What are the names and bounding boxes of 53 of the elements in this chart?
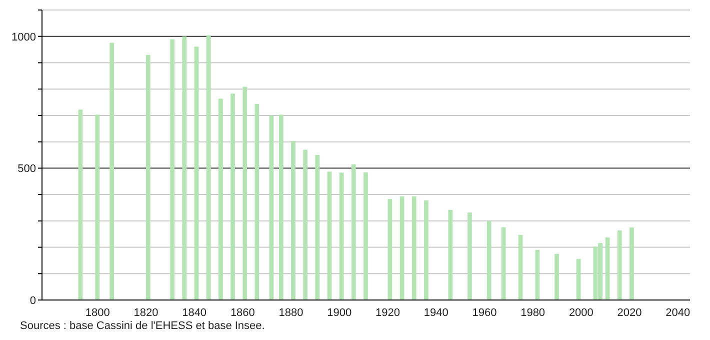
bar: [95, 114, 100, 300]
bar: [110, 42, 114, 300]
x-tick-label: 1840: [182, 306, 207, 319]
bar: [486, 220, 492, 300]
bar: [194, 46, 199, 300]
bar: [605, 238, 610, 300]
x-tick-label: 2040: [666, 306, 690, 319]
bar: [303, 150, 308, 300]
x-tick-label: 1960: [472, 306, 497, 319]
bar: [400, 196, 404, 300]
bar: [535, 250, 540, 300]
bar: [518, 234, 523, 300]
bar: [315, 155, 320, 300]
x-tick-label: 1880: [278, 306, 304, 319]
bar: [554, 254, 559, 300]
bar: [182, 36, 187, 300]
x-tick-label: 1820: [134, 306, 158, 319]
bar: [576, 258, 581, 300]
bar: [501, 227, 506, 300]
bar: [630, 228, 634, 300]
x-tick-label: 1980: [520, 306, 546, 319]
bar: [364, 172, 368, 300]
bar: [291, 141, 296, 300]
bar: [448, 210, 453, 300]
y-tick-label: 0: [30, 294, 36, 307]
bar: [218, 98, 223, 300]
x-tick-label: 1800: [85, 306, 110, 319]
x-tick-label: 1920: [376, 306, 400, 319]
y-tick-label: 1000: [12, 31, 36, 44]
bar: [339, 172, 344, 300]
bar: [424, 200, 428, 300]
bar: [412, 196, 416, 300]
bar: [230, 94, 235, 300]
bar: [242, 86, 248, 300]
bar: [388, 199, 392, 300]
bar: [269, 115, 274, 300]
bar: [278, 114, 284, 300]
bar: [206, 35, 211, 300]
x-tick-label: 2020: [617, 306, 642, 319]
bar: [170, 39, 174, 300]
x-tick-label: 1940: [424, 306, 448, 319]
bar: [351, 164, 356, 300]
source-note: Sources : base Cassini de l'EHESS et base Insee.: [20, 320, 265, 332]
x-tick-label: 2000: [568, 306, 594, 319]
bar: [78, 110, 83, 300]
bar: [617, 230, 622, 300]
x-tick-label: 1860: [230, 306, 255, 319]
bar: [254, 104, 260, 300]
bar: [468, 212, 472, 300]
bar: [146, 54, 150, 300]
y-tick-label: 500: [18, 163, 36, 176]
x-tick-label: 1900: [327, 306, 352, 319]
bar: [327, 172, 332, 300]
